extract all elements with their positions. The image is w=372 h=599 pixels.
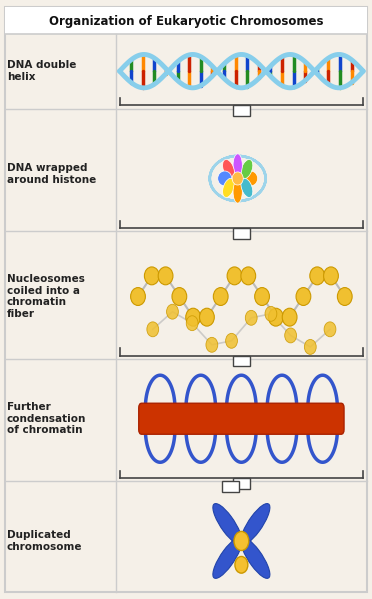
Ellipse shape bbox=[234, 531, 249, 550]
FancyBboxPatch shape bbox=[5, 7, 367, 592]
FancyBboxPatch shape bbox=[139, 403, 344, 434]
Ellipse shape bbox=[245, 310, 257, 325]
Ellipse shape bbox=[241, 504, 270, 544]
Ellipse shape bbox=[241, 159, 253, 179]
Ellipse shape bbox=[233, 154, 242, 177]
Ellipse shape bbox=[233, 180, 242, 203]
Ellipse shape bbox=[296, 288, 311, 305]
Ellipse shape bbox=[232, 172, 243, 185]
Ellipse shape bbox=[167, 304, 178, 319]
Ellipse shape bbox=[235, 556, 248, 573]
Ellipse shape bbox=[213, 288, 228, 305]
Ellipse shape bbox=[172, 288, 187, 305]
Bar bbox=[233, 105, 250, 116]
Ellipse shape bbox=[265, 306, 277, 321]
Ellipse shape bbox=[241, 267, 256, 285]
Ellipse shape bbox=[199, 308, 214, 326]
Ellipse shape bbox=[218, 171, 232, 186]
Ellipse shape bbox=[241, 538, 270, 579]
Ellipse shape bbox=[213, 538, 242, 579]
Ellipse shape bbox=[206, 337, 218, 352]
Text: DNA double
helix: DNA double helix bbox=[7, 60, 76, 82]
Text: Further
condensation
of chromatin: Further condensation of chromatin bbox=[7, 402, 86, 435]
Ellipse shape bbox=[282, 308, 297, 326]
Ellipse shape bbox=[244, 171, 258, 186]
Ellipse shape bbox=[337, 288, 352, 305]
Bar bbox=[233, 479, 250, 489]
Ellipse shape bbox=[241, 179, 253, 198]
Ellipse shape bbox=[226, 334, 237, 348]
Ellipse shape bbox=[144, 267, 159, 285]
Bar bbox=[233, 228, 250, 238]
Bar bbox=[222, 482, 238, 492]
Text: Nucleosomes
coiled into a
chromatin
fiber: Nucleosomes coiled into a chromatin fibe… bbox=[7, 274, 85, 319]
Text: Duplicated
chromosome: Duplicated chromosome bbox=[7, 530, 83, 552]
Ellipse shape bbox=[324, 267, 339, 285]
Bar bbox=[233, 356, 250, 366]
Ellipse shape bbox=[222, 159, 234, 179]
Ellipse shape bbox=[324, 322, 336, 337]
FancyBboxPatch shape bbox=[5, 7, 367, 34]
Ellipse shape bbox=[269, 308, 283, 326]
Ellipse shape bbox=[227, 267, 242, 285]
Ellipse shape bbox=[131, 288, 145, 305]
Ellipse shape bbox=[222, 179, 234, 198]
Ellipse shape bbox=[285, 328, 296, 343]
Ellipse shape bbox=[186, 308, 201, 326]
Ellipse shape bbox=[310, 267, 325, 285]
Ellipse shape bbox=[304, 340, 316, 355]
Ellipse shape bbox=[186, 316, 198, 331]
Text: Organization of Eukaryotic Chromosomes: Organization of Eukaryotic Chromosomes bbox=[49, 14, 323, 28]
Ellipse shape bbox=[213, 504, 242, 544]
Ellipse shape bbox=[255, 288, 269, 305]
Ellipse shape bbox=[158, 267, 173, 285]
Ellipse shape bbox=[147, 322, 159, 337]
Text: DNA wrapped
around histone: DNA wrapped around histone bbox=[7, 164, 96, 185]
